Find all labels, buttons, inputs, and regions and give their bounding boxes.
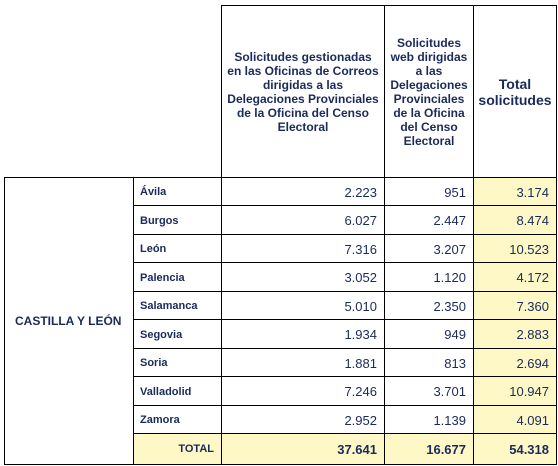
web-cell: 813 xyxy=(444,355,466,371)
province-cell: Valladolid xyxy=(140,385,192,398)
table-bottom-border xyxy=(4,464,557,465)
total-cell: 10.947 xyxy=(509,384,549,399)
web-cell: 1.139 xyxy=(433,412,466,428)
header-oficinas-label: Solicitudes gestionadas en las Oficinas … xyxy=(227,49,379,134)
province-cell: Ávila xyxy=(140,186,167,198)
total-oficinas-value: 37.641 xyxy=(337,441,377,457)
header-web-label: Solicitudes web dirigidas a las Delegaci… xyxy=(390,35,468,148)
province-cell: León xyxy=(140,243,167,255)
oficinas-cell: 6.027 xyxy=(344,213,377,228)
total-cell: 2.883 xyxy=(516,327,549,342)
oficinas-cell: 2.952 xyxy=(344,412,377,428)
row-separator xyxy=(133,291,557,292)
vline-col1 xyxy=(133,177,134,465)
total-row-web: 16.677 xyxy=(385,434,473,464)
oficinas-cell: 1.881 xyxy=(344,355,377,371)
total-cell: 3.174 xyxy=(516,184,549,200)
row-separator xyxy=(133,234,557,235)
web-cell: 2.350 xyxy=(433,298,466,314)
region-label: CASTILLA Y LEÓN xyxy=(15,314,122,328)
row-separator xyxy=(133,433,557,434)
total-cell: 10.523 xyxy=(509,241,549,257)
row-separator xyxy=(133,376,557,377)
total-cell: 7.360 xyxy=(516,298,549,314)
oficinas-cell: 1.934 xyxy=(344,327,377,342)
oficinas-cell: 5.010 xyxy=(344,298,377,314)
oficinas-cell: 7.246 xyxy=(344,384,377,399)
web-cell: 2.447 xyxy=(433,213,466,228)
row-separator xyxy=(133,319,557,320)
web-cell: 3.207 xyxy=(433,241,466,257)
total-cell: 4.091 xyxy=(516,412,549,428)
total-label-text: TOTAL xyxy=(178,443,214,455)
region-cell: CASTILLA Y LEÓN xyxy=(5,178,133,464)
row-separator xyxy=(133,348,557,349)
total-web-value: 16.677 xyxy=(426,441,466,457)
header-top-border xyxy=(221,5,557,6)
total-column-fill xyxy=(474,178,556,464)
total-row-fill xyxy=(134,434,474,464)
header-oficinas: Solicitudes gestionadas en las Oficinas … xyxy=(222,6,384,177)
header-web: Solicitudes web dirigidas a las Delegaci… xyxy=(385,6,473,177)
province-cell: Palencia xyxy=(140,271,185,284)
oficinas-cell: 2.223 xyxy=(344,184,377,200)
web-cell: 1.120 xyxy=(433,270,466,285)
total-total-value: 54.318 xyxy=(509,441,549,457)
province-cell: Salamanca xyxy=(140,300,198,312)
total-row-label: TOTAL xyxy=(134,434,221,464)
province-cell: Segovia xyxy=(140,328,183,341)
header-bottom-border xyxy=(4,177,557,178)
province-cell: Burgos xyxy=(140,214,179,227)
oficinas-cell: 7.316 xyxy=(344,241,377,257)
header-total-label: Total solicitudes xyxy=(478,75,552,108)
row-separator xyxy=(133,262,557,263)
row-separator xyxy=(133,205,557,206)
province-cell: Zamora xyxy=(140,414,180,426)
total-cell: 8.474 xyxy=(516,213,549,228)
header-total: Total solicitudes xyxy=(474,6,556,177)
province-cell: Soria xyxy=(140,357,168,369)
row-separator xyxy=(133,405,557,406)
web-cell: 951 xyxy=(444,184,466,200)
web-cell: 3.701 xyxy=(433,384,466,399)
total-cell: 4.172 xyxy=(516,270,549,285)
vline-left xyxy=(4,177,5,465)
total-cell: 2.694 xyxy=(516,355,549,371)
total-row-total: 54.318 xyxy=(474,434,556,464)
web-cell: 949 xyxy=(444,327,466,342)
oficinas-cell: 3.052 xyxy=(344,270,377,285)
total-row-oficinas: 37.641 xyxy=(222,434,384,464)
